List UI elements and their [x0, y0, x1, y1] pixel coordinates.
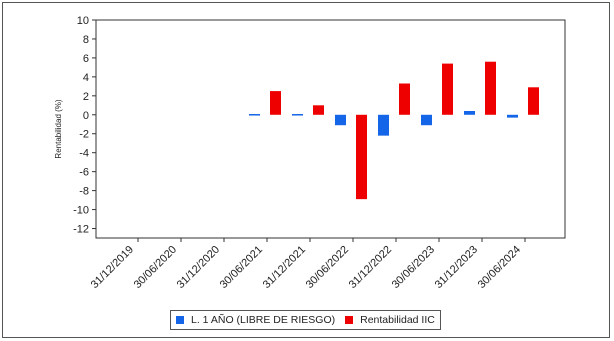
- legend-item-libre-riesgo: L. 1 AÑO (LIBRE DE RIESGO): [176, 314, 335, 326]
- y-tick-label: 0: [83, 110, 89, 122]
- y-tick-label: -10: [73, 205, 89, 217]
- y-tick-label: -12: [73, 224, 89, 236]
- y-tick-label: 6: [83, 53, 89, 65]
- y-tick-label: -4: [79, 148, 89, 160]
- bar-rentabilidad-iic: [442, 63, 453, 115]
- y-tick-label: 8: [83, 34, 89, 46]
- legend-label-libre-riesgo: L. 1 AÑO (LIBRE DE RIESGO): [191, 314, 336, 326]
- bar-libre-riesgo: [421, 114, 432, 126]
- x-tick-label: 30/06/2021: [218, 244, 265, 291]
- bar-libre-riesgo: [292, 114, 303, 116]
- bar-rentabilidad-iic: [485, 61, 496, 115]
- bar-libre-riesgo: [507, 114, 518, 118]
- bar-rentabilidad-iic: [528, 87, 539, 115]
- legend: L. 1 AÑO (LIBRE DE RIESGO) Rentabilidad …: [170, 310, 441, 330]
- bar-libre-riesgo: [464, 110, 475, 115]
- plot-border: [95, 19, 566, 239]
- bar-libre-riesgo: [335, 114, 346, 126]
- bar-rentabilidad-iic: [313, 105, 324, 115]
- x-tick-label: 30/06/2020: [132, 244, 179, 291]
- bar-libre-riesgo: [378, 114, 389, 136]
- x-tick-label: 30/06/2023: [390, 244, 437, 291]
- plot-area: 1086420-2-4-6-8-10-1231/12/201930/06/202…: [73, 15, 566, 291]
- legend-label-rentabilidad-iic: Rentabilidad IIC: [360, 314, 435, 326]
- legend-swatch-blue: [176, 316, 184, 324]
- y-tick-label: 10: [77, 15, 89, 27]
- y-tick-label: 2: [83, 91, 89, 103]
- legend-item-rentabilidad-iic: Rentabilidad IIC: [345, 314, 435, 326]
- x-tick-label: 31/12/2022: [347, 244, 394, 291]
- y-tick-label: -2: [79, 129, 89, 141]
- bar-rentabilidad-iic: [356, 114, 367, 200]
- y-axis-label: Rentabilidad (%): [54, 99, 63, 158]
- x-tick-label: 31/12/2019: [89, 244, 136, 291]
- y-tick-label: -8: [79, 186, 89, 198]
- chart-frame: [2, 2, 610, 338]
- x-tick-label: 30/06/2022: [304, 244, 351, 291]
- x-tick-label: 31/12/2021: [261, 244, 308, 291]
- y-tick-label: -6: [79, 167, 89, 179]
- bar-rentabilidad-iic: [399, 83, 410, 115]
- x-tick-label: 31/12/2023: [433, 244, 480, 291]
- x-tick-label: 30/06/2024: [476, 244, 523, 291]
- legend-swatch-red: [345, 316, 354, 324]
- y-tick-label: 4: [83, 72, 89, 84]
- x-tick-label: 31/12/2020: [175, 244, 222, 291]
- bar-rentabilidad-iic: [270, 91, 281, 115]
- bar-libre-riesgo: [249, 114, 260, 116]
